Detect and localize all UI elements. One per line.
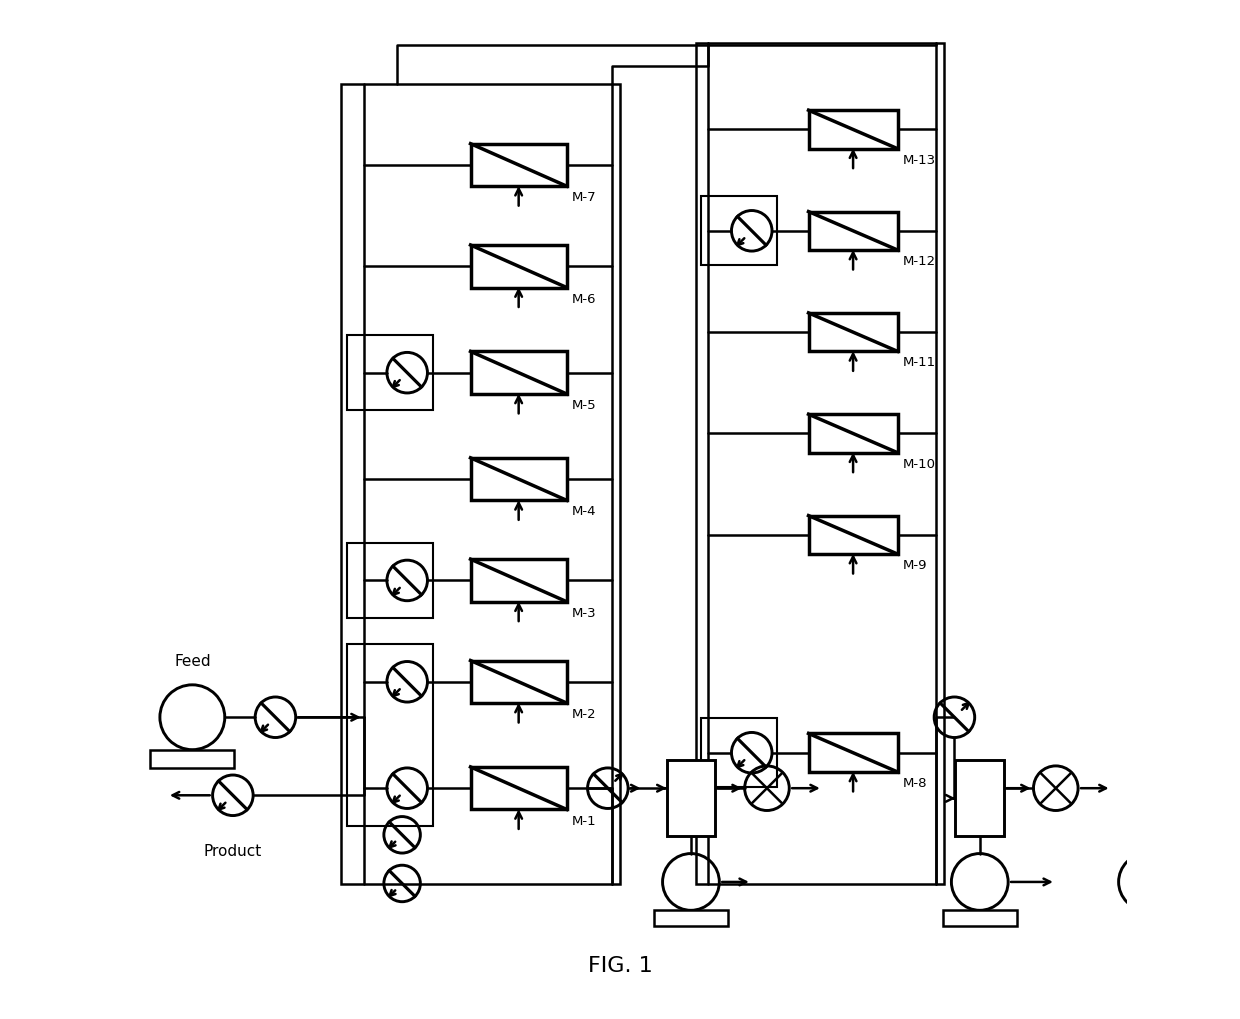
Bar: [347, 543, 433, 618]
Bar: [956, 760, 1004, 837]
Bar: [347, 644, 433, 825]
Bar: [808, 516, 898, 554]
Bar: [470, 767, 567, 809]
FancyBboxPatch shape: [942, 910, 1017, 926]
Text: M-13: M-13: [903, 154, 936, 167]
Text: M-9: M-9: [903, 559, 928, 572]
Bar: [470, 458, 567, 500]
Text: M-2: M-2: [572, 708, 596, 721]
Bar: [470, 352, 567, 394]
Text: M-8: M-8: [903, 777, 928, 790]
Text: Product: Product: [203, 844, 262, 859]
Bar: [667, 760, 715, 837]
Bar: [470, 245, 567, 287]
Text: M-6: M-6: [572, 292, 596, 306]
Bar: [341, 84, 620, 884]
Bar: [470, 559, 567, 602]
Text: M-7: M-7: [572, 192, 596, 204]
Bar: [701, 718, 777, 788]
Bar: [701, 197, 777, 265]
Text: M-12: M-12: [903, 255, 936, 268]
Text: M-1: M-1: [572, 814, 596, 827]
Text: M-10: M-10: [903, 458, 936, 471]
Text: M-4: M-4: [572, 505, 596, 519]
FancyBboxPatch shape: [653, 910, 728, 926]
Text: Feed: Feed: [174, 653, 211, 668]
Bar: [808, 110, 898, 149]
Bar: [808, 734, 898, 772]
Bar: [696, 44, 945, 884]
Text: M-11: M-11: [903, 357, 936, 370]
Text: M-3: M-3: [572, 606, 596, 620]
Bar: [808, 415, 898, 452]
Bar: [808, 313, 898, 352]
Bar: [470, 660, 567, 703]
Bar: [347, 335, 433, 411]
FancyBboxPatch shape: [150, 750, 234, 767]
Text: M-5: M-5: [572, 399, 596, 412]
Bar: [470, 144, 567, 186]
Text: FIG. 1: FIG. 1: [588, 956, 652, 975]
Bar: [808, 212, 898, 250]
